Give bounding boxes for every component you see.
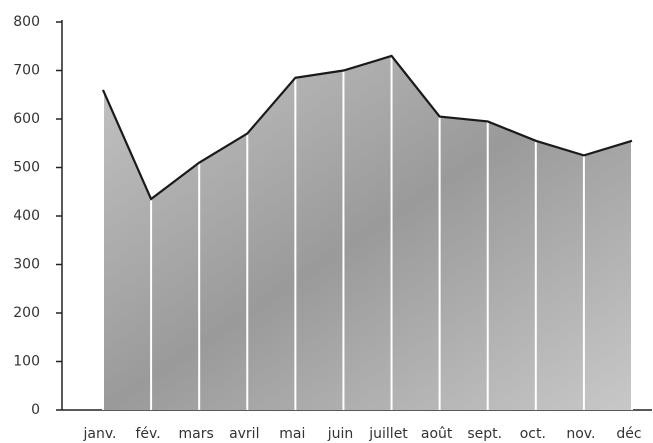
- area: [103, 55, 632, 410]
- y-tick-label: 700: [13, 63, 40, 79]
- x-tick-label: mars: [179, 426, 214, 442]
- x-tick-label: janv.: [83, 426, 117, 442]
- x-tick-label: fév.: [135, 426, 160, 442]
- y-tick-label: 400: [13, 208, 40, 224]
- line: [101, 54, 633, 201]
- x-tick-label: juin: [327, 426, 354, 442]
- x-tick-label: août: [421, 426, 453, 442]
- y-tick-label: 300: [13, 257, 40, 273]
- x-tick-label: juillet: [368, 426, 408, 442]
- x-tick-label: mai: [279, 426, 305, 442]
- x-tick-label: nov.: [566, 426, 595, 442]
- y-tick-label: 800: [13, 14, 40, 30]
- x-tick-label: avril: [229, 426, 259, 442]
- y-tick-label: 100: [13, 354, 40, 370]
- y-tick-label: 600: [13, 111, 40, 127]
- x-tick-label: oct.: [520, 426, 546, 442]
- y-tick-label: 200: [13, 305, 40, 321]
- y-tick-label: 0: [31, 402, 40, 418]
- x-tick-label: déc: [616, 426, 641, 442]
- y-tick-label: 500: [13, 160, 40, 176]
- x-tick-label: sept.: [467, 426, 502, 442]
